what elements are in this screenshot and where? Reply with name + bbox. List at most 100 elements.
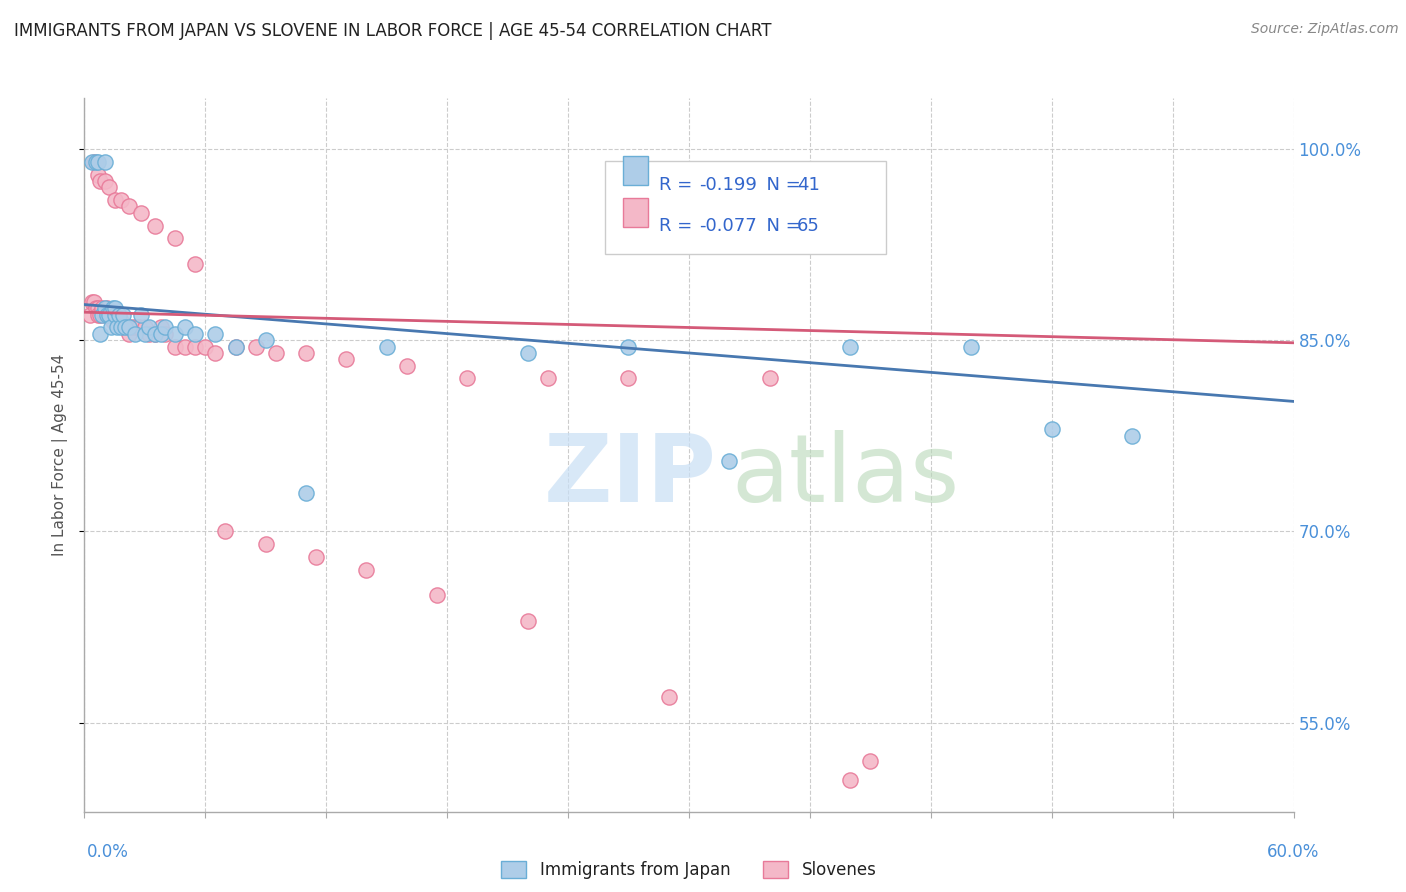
Point (118, 320, 141, 334)
Point (839, 772, 862, 787)
Point (107, 308, 129, 322)
Point (118, 199, 141, 213)
Point (204, 346, 226, 360)
Point (225, 340, 247, 354)
Point (225, 340, 247, 354)
Point (86, 301, 108, 316)
Point (89, 326, 111, 341)
Point (184, 257, 207, 271)
Text: N =: N = (755, 176, 807, 194)
Text: 60.0%: 60.0% (1267, 843, 1319, 861)
Point (204, 326, 226, 341)
Point (138, 326, 160, 341)
Point (356, 563, 378, 577)
Text: Source: ZipAtlas.com: Source: ZipAtlas.com (1251, 22, 1399, 37)
Point (174, 340, 197, 354)
Point (104, 308, 127, 322)
Point (537, 371, 560, 385)
Point (97, 180, 120, 194)
Text: ZIP: ZIP (544, 430, 717, 523)
Point (456, 371, 478, 385)
Point (184, 326, 207, 341)
Point (254, 333, 277, 347)
Point (118, 326, 141, 341)
Point (295, 486, 318, 500)
Point (110, 320, 132, 334)
Point (617, 340, 640, 354)
Point (111, 320, 134, 334)
Point (87, 154, 110, 169)
Point (100, 320, 122, 334)
Point (97, 308, 120, 322)
Point (83, 154, 105, 169)
Point (96, 308, 118, 322)
Point (115, 320, 138, 334)
Y-axis label: In Labor Force | Age 45-54: In Labor Force | Age 45-54 (52, 354, 69, 556)
Point (194, 340, 217, 354)
Point (395, 359, 418, 373)
Point (143, 326, 166, 341)
Point (134, 320, 156, 334)
Point (79, 308, 101, 322)
Point (375, 340, 398, 354)
Point (120, 320, 142, 334)
Text: 0.0%: 0.0% (87, 843, 129, 861)
Point (104, 193, 127, 207)
Point (143, 219, 166, 233)
Text: R =: R = (659, 176, 699, 194)
Point (87, 301, 110, 316)
Point (149, 320, 172, 334)
Point (96, 301, 118, 316)
Point (82, 154, 104, 169)
Point (114, 320, 136, 334)
Point (153, 320, 176, 334)
Point (105, 314, 128, 328)
Point (89, 174, 111, 188)
Point (138, 320, 160, 334)
Point (426, 588, 449, 602)
Point (93, 301, 115, 316)
Point (86, 154, 108, 169)
Point (295, 346, 318, 360)
Point (165, 231, 187, 245)
Point (143, 326, 166, 341)
Point (718, 454, 741, 468)
Point (758, 371, 780, 385)
Point (184, 340, 207, 354)
Point (93, 308, 115, 322)
Point (91, 301, 114, 316)
Point (129, 308, 152, 322)
Point (1121, 429, 1143, 443)
Point (305, 549, 328, 564)
Text: atlas: atlas (731, 430, 959, 523)
Point (101, 301, 124, 316)
Point (165, 326, 187, 341)
Point (93, 154, 115, 169)
Text: R =: R = (659, 217, 699, 235)
Text: N =: N = (755, 217, 807, 235)
Point (335, 352, 357, 367)
Point (165, 340, 187, 354)
Point (128, 320, 150, 334)
Text: -0.077: -0.077 (699, 217, 756, 235)
Point (1040, 422, 1063, 436)
Point (107, 314, 129, 328)
Point (149, 326, 172, 341)
Point (174, 320, 197, 334)
Point (82, 295, 104, 310)
Point (960, 340, 983, 354)
Point (111, 308, 134, 322)
Point (105, 320, 128, 334)
Point (104, 308, 127, 322)
Point (124, 320, 146, 334)
Point (617, 371, 640, 385)
Point (110, 193, 132, 207)
Point (87, 308, 110, 322)
Point (89, 308, 111, 322)
Point (93, 174, 115, 188)
Point (245, 340, 267, 354)
Point (114, 320, 136, 334)
Text: 41: 41 (797, 176, 820, 194)
Point (658, 690, 681, 704)
Point (214, 524, 236, 539)
